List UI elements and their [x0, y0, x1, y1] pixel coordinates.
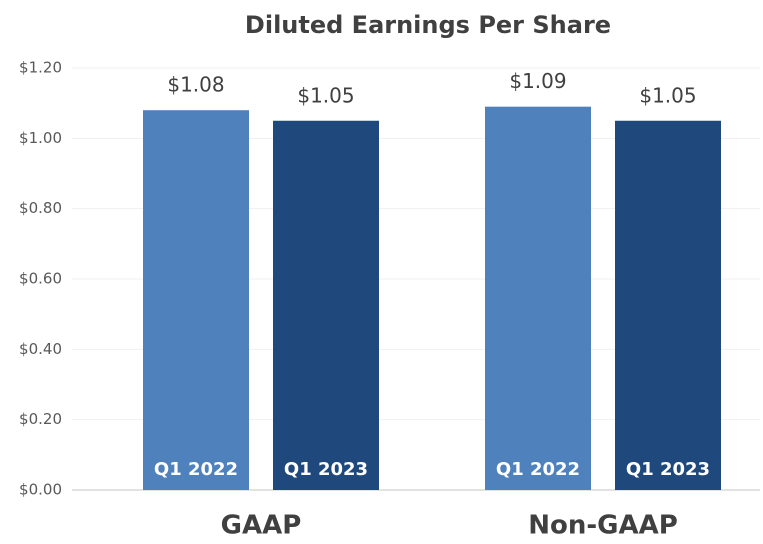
value-label: $1.09	[509, 69, 566, 93]
bar	[615, 120, 721, 490]
series-label: Q1 2022	[154, 459, 238, 480]
bar	[143, 110, 249, 490]
value-label: $1.08	[167, 73, 224, 97]
x-tick-label: GAAP	[221, 511, 302, 541]
series-label: Q1 2022	[496, 459, 580, 480]
y-tick-label: $0.80	[19, 199, 62, 217]
y-tick-label: $1.00	[19, 129, 62, 147]
chart-title: Diluted Earnings Per Share	[245, 11, 611, 39]
x-tick-label: Non-GAAP	[528, 511, 678, 541]
y-tick-label: $0.00	[19, 481, 62, 499]
value-label: $1.05	[639, 83, 696, 107]
series-label: Q1 2023	[626, 459, 710, 480]
bar	[485, 106, 591, 490]
series-label: Q1 2023	[284, 459, 368, 480]
bar	[273, 120, 379, 490]
value-label: $1.05	[297, 83, 354, 107]
y-tick-label: $0.60	[19, 270, 62, 288]
y-tick-label: $0.40	[19, 340, 62, 358]
y-tick-label: $1.20	[19, 59, 62, 77]
y-tick-label: $0.20	[19, 410, 62, 428]
